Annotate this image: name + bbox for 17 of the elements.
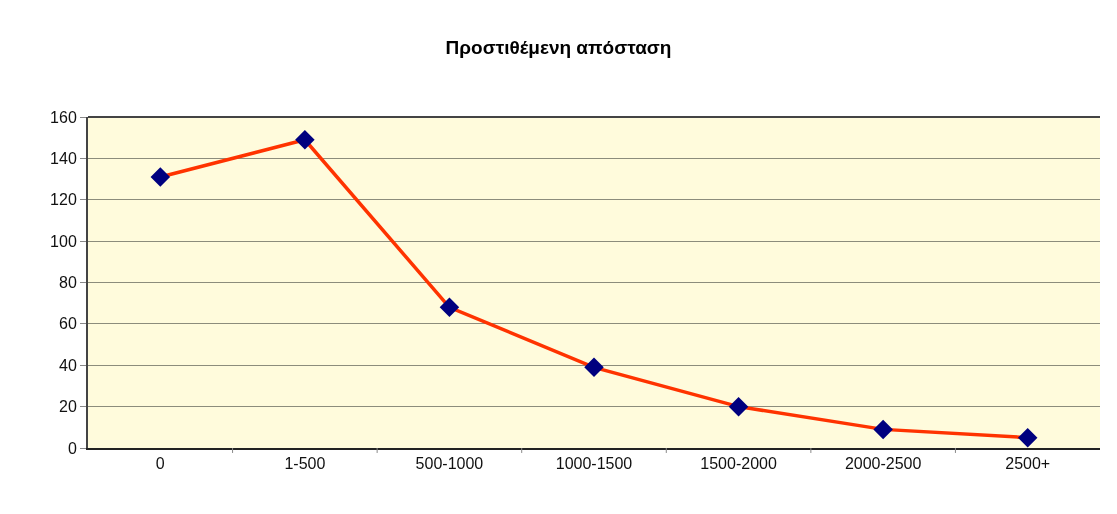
y-tick-label: 60 — [59, 315, 77, 333]
y-tick-label: 160 — [50, 108, 77, 126]
y-tick-label: 20 — [59, 398, 77, 416]
y-tick-label: 0 — [67, 439, 77, 457]
x-tick-label: 1500-2000 — [700, 455, 777, 473]
x-tick-label: 2500+ — [1005, 455, 1051, 473]
y-tick-label: 80 — [59, 274, 77, 292]
y-tick-label: 120 — [50, 191, 77, 209]
y-tick-label: 100 — [50, 232, 77, 250]
y-tick-label: 140 — [50, 149, 77, 167]
y-tick-label: 40 — [59, 356, 77, 374]
x-tick-label: 1-500 — [284, 455, 326, 473]
x-tick-label: 2000-2500 — [844, 455, 922, 473]
chart-title: Προστιθέμενη απόσταση — [445, 36, 672, 58]
x-tick-label: 500-1000 — [415, 455, 484, 473]
x-tick-label: 1000-1500 — [555, 455, 633, 473]
x-tick-label: 0 — [155, 455, 165, 473]
